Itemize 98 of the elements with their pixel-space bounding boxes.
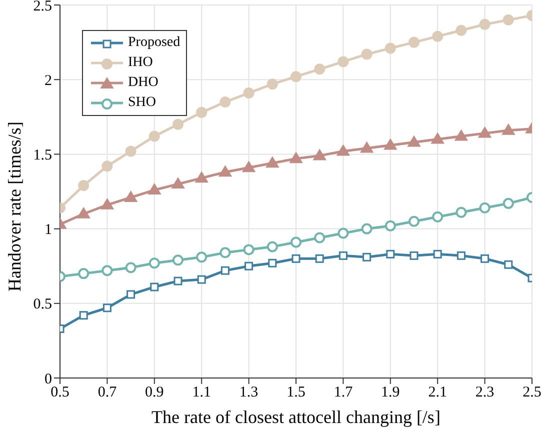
point (361, 223, 372, 234)
y-tick-label: 1.5 (33, 148, 52, 164)
point (148, 258, 160, 269)
point (362, 252, 372, 262)
point (338, 228, 349, 239)
point (102, 265, 113, 276)
point (384, 138, 397, 150)
point (408, 36, 420, 48)
point (174, 276, 182, 286)
point (480, 254, 490, 263)
point (456, 206, 467, 218)
point (504, 260, 513, 269)
point (432, 30, 444, 42)
x-tick-label: 2.5 (522, 384, 542, 401)
point (220, 96, 231, 108)
point (244, 262, 254, 270)
x-tick-label: 1.7 (334, 384, 354, 401)
point (384, 220, 396, 232)
point (410, 251, 418, 260)
point (77, 207, 90, 218)
point (266, 156, 279, 168)
point (502, 198, 514, 209)
point (125, 146, 136, 157)
point (432, 211, 444, 222)
point (384, 42, 396, 54)
y-tick-label: 1 (44, 222, 52, 238)
point (196, 106, 208, 118)
point (78, 180, 90, 192)
point (290, 236, 302, 248)
point (242, 161, 256, 172)
x-tick-label: 0.9 (145, 384, 164, 401)
legend-label: DHO (128, 75, 158, 91)
point (433, 250, 442, 258)
point (338, 251, 348, 260)
point (266, 241, 278, 252)
point (195, 172, 208, 183)
point (172, 118, 184, 130)
y-axis-title: Handover rate [times/s] (4, 122, 24, 292)
legend-label: SHO (128, 95, 156, 111)
point (266, 78, 278, 90)
point (196, 252, 208, 263)
point (290, 152, 302, 164)
x-tick-label: 1.5 (286, 384, 306, 401)
point (148, 184, 161, 195)
x-tick-label: 1.1 (192, 384, 211, 401)
point (243, 244, 254, 256)
y-tick-label: 0.5 (33, 296, 52, 313)
point (478, 126, 492, 138)
point (290, 71, 302, 82)
x-tick-label: 2.1 (428, 384, 447, 401)
point (314, 64, 326, 75)
point (408, 216, 420, 227)
point (386, 250, 395, 258)
point (172, 178, 184, 189)
point (124, 190, 138, 202)
x-tick-label: 1.9 (381, 384, 400, 401)
y-tick-label: 2 (44, 72, 52, 89)
point (479, 18, 490, 30)
point (126, 290, 136, 299)
point (148, 130, 160, 142)
x-tick-label: 0.7 (98, 384, 118, 401)
point (79, 311, 88, 320)
point (479, 202, 490, 214)
point (150, 282, 159, 292)
point (336, 144, 350, 156)
point (313, 149, 326, 160)
point (315, 254, 324, 263)
point (502, 14, 514, 26)
point (502, 124, 515, 135)
point (220, 266, 230, 275)
legend-label: Proposed (128, 35, 180, 51)
y-tick-label: 0 (44, 371, 52, 388)
point (268, 258, 277, 268)
point (408, 136, 420, 147)
point (338, 56, 349, 68)
point (102, 304, 112, 312)
point (243, 88, 254, 99)
point (218, 166, 232, 177)
point (172, 254, 184, 266)
point (456, 251, 466, 260)
point (100, 198, 114, 210)
point (102, 160, 113, 172)
point (314, 232, 326, 244)
point (292, 254, 300, 263)
point (220, 247, 231, 258)
point (431, 132, 444, 144)
legend-label: IHO (128, 55, 153, 71)
point (360, 142, 374, 153)
point (125, 262, 136, 274)
y-tick-label: 2.5 (33, 0, 52, 14)
point (78, 268, 90, 280)
x-axis-title: The rate of closest attocell changing [/s] (152, 407, 440, 427)
x-tick-label: 2.3 (475, 384, 494, 401)
point (454, 130, 468, 141)
point (361, 48, 372, 60)
point (197, 275, 206, 284)
point (456, 24, 467, 36)
x-tick-label: 1.3 (239, 384, 258, 401)
